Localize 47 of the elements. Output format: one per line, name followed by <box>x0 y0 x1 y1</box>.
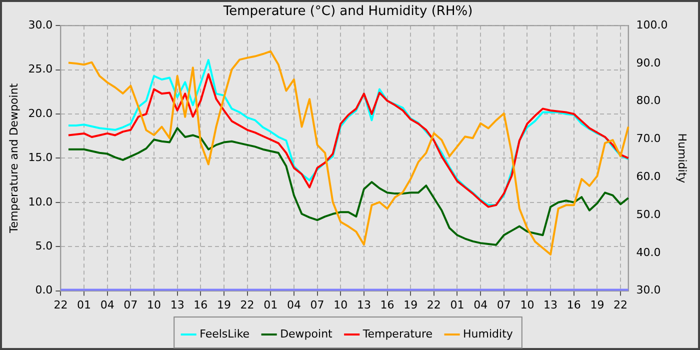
chart-title: Temperature (°C) and Humidity (RH%) <box>222 4 473 20</box>
y2-axis-title: Humidity <box>676 133 689 184</box>
x-tick-label: 01 <box>450 298 464 312</box>
y-tick-label: 5.0 <box>35 239 53 252</box>
x-tick-label: 22 <box>614 298 628 312</box>
y2-tick-label: 40.0 <box>636 246 661 259</box>
legend-label: Humidity <box>463 327 514 340</box>
x-tick-label: 13 <box>170 298 184 312</box>
y-tick-label: 15.0 <box>28 151 53 164</box>
y-tick-label: 10.0 <box>28 195 53 208</box>
x-tick-label: 10 <box>334 298 348 312</box>
y2-tick-label: 90.0 <box>636 56 661 70</box>
x-tick-label: 07 <box>310 298 324 312</box>
x-tick-label: 04 <box>474 298 488 312</box>
x-tick-label: 22 <box>426 298 441 312</box>
y2-tick-label: 30.0 <box>636 284 661 297</box>
x-tick-label: 10 <box>147 298 161 312</box>
legend-label: FeelsLike <box>200 327 250 340</box>
x-tick-label: 01 <box>77 298 92 312</box>
x-tick-label: 19 <box>404 298 418 312</box>
x-tick-label: 16 <box>380 298 394 312</box>
x-tick-label: 07 <box>124 298 138 312</box>
x-tick-label: 22 <box>54 298 68 312</box>
x-tick-label: 01 <box>264 298 278 312</box>
y-axis-title: Temperature and Dewpoint <box>7 82 20 234</box>
x-tick-label: 19 <box>590 298 604 312</box>
legend-label: Dewpoint <box>280 327 334 340</box>
y2-tick-label: 70.0 <box>636 132 661 146</box>
x-tick-label: 07 <box>496 298 511 312</box>
x-tick-label: 13 <box>356 298 371 312</box>
x-tick-label: 10 <box>520 298 534 312</box>
x-tick-label: 19 <box>216 298 231 312</box>
x-tick-label: 16 <box>194 298 208 312</box>
y2-tick-label: 80.0 <box>636 94 661 108</box>
x-tick-label: 16 <box>566 298 581 312</box>
legend-label: Temperature <box>362 327 433 340</box>
y2-tick-label: 60.0 <box>636 170 661 183</box>
x-tick-label: 04 <box>100 298 114 312</box>
y2-tick-label: 100.0 <box>636 18 668 32</box>
x-tick-label: 22 <box>240 298 254 312</box>
y-tick-label: 25.0 <box>28 62 53 76</box>
x-tick-label: 04 <box>286 298 301 312</box>
y2-tick-label: 50.0 <box>636 208 661 221</box>
y-tick-label: 0.0 <box>35 284 53 297</box>
y-tick-label: 30.0 <box>28 18 53 32</box>
x-tick-label: 13 <box>544 298 558 312</box>
y-tick-label: 20.0 <box>28 106 53 120</box>
